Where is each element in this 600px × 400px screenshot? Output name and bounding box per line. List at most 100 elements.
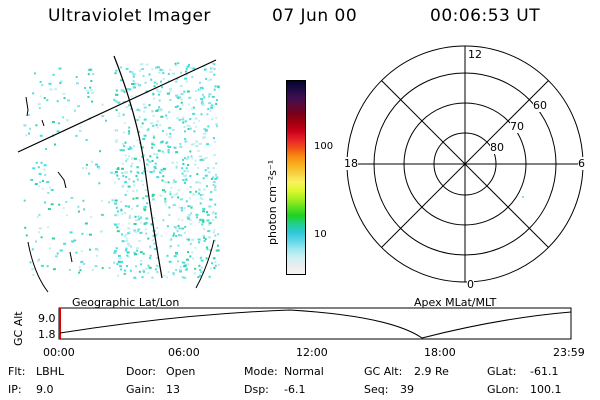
emission-pixel (192, 143, 195, 146)
emission-pixel (125, 249, 127, 252)
emission-pixel (186, 170, 189, 173)
emission-pixel (128, 104, 132, 107)
emission-pixel (132, 180, 135, 183)
polar-plot (346, 45, 584, 283)
emission-pixel (132, 197, 135, 200)
emission-pixel (156, 265, 159, 267)
emission-pixel (188, 219, 192, 222)
emission-pixel (127, 89, 130, 92)
emission-pixel (120, 66, 123, 69)
emission-pixel (156, 66, 160, 69)
emission-pixel (127, 185, 131, 188)
emission-pixel (153, 242, 156, 245)
emission-pixel (197, 166, 200, 169)
emission-pixel (172, 181, 175, 184)
emission-pixel (99, 230, 103, 233)
emission-pixel (115, 139, 118, 142)
emission-pixel (172, 179, 175, 182)
emission-pixel (184, 225, 187, 228)
emission-pixel (43, 164, 47, 167)
emission-pixel (128, 155, 131, 158)
emission-pixel (181, 261, 184, 264)
emission-pixel (38, 231, 40, 234)
emission-pixel (206, 219, 210, 222)
emission-pixel (119, 79, 123, 82)
emission-pixel (131, 71, 134, 74)
emission-pixel (25, 234, 28, 237)
emission-pixel (162, 77, 165, 80)
emission-pixel (101, 267, 104, 270)
limb-arc-right (195, 239, 215, 289)
emission-pixel (126, 237, 128, 240)
emission-pixel (138, 240, 142, 242)
emission-pixel (25, 134, 28, 137)
emission-pixel (194, 117, 198, 120)
emission-pixel (40, 264, 44, 267)
emission-pixel (40, 236, 43, 239)
emission-pixel (206, 113, 209, 116)
emission-pixel (139, 216, 142, 219)
emission-pixel (199, 182, 202, 185)
emission-pixel (80, 250, 83, 253)
emission-pixel (149, 171, 153, 173)
emission-pixel (115, 93, 119, 96)
emission-pixel (168, 136, 172, 139)
emission-pixel (114, 100, 118, 103)
emission-pixel (199, 81, 201, 84)
emission-pixel (66, 119, 69, 122)
emission-pixel (29, 261, 32, 264)
emission-pixel (172, 234, 175, 237)
emission-pixel (172, 195, 175, 198)
emission-pixel (179, 198, 183, 201)
emission-pixel (133, 82, 136, 85)
emission-pixel (87, 91, 90, 94)
emission-pixel (204, 174, 208, 177)
emission-pixel (76, 82, 79, 85)
emission-pixel (169, 90, 172, 93)
emission-pixel (182, 121, 185, 124)
emission-pixel (158, 171, 161, 174)
emission-pixel (147, 164, 150, 167)
emission-pixel (179, 143, 182, 145)
emission-pixel (75, 251, 78, 254)
emission-pixel (116, 263, 119, 265)
emission-pixel (117, 167, 120, 169)
time-axis-tick: 18:00 (424, 346, 456, 359)
emission-pixel (128, 216, 131, 219)
emission-pixel (203, 132, 207, 135)
emission-pixel (202, 104, 205, 107)
emission-pixel (180, 101, 183, 104)
emission-pixel (66, 214, 68, 217)
emission-pixel (138, 270, 141, 273)
emission-pixel (132, 73, 136, 76)
emission-pixel (185, 174, 188, 177)
emission-pixel (134, 231, 137, 234)
emission-pixel (128, 222, 131, 225)
emission-pixel (178, 268, 182, 271)
emission-pixel (62, 207, 65, 210)
emission-pixel (141, 122, 144, 125)
emission-pixel (190, 205, 193, 208)
emission-pixel (143, 270, 146, 273)
mlt-label-18: 18 (344, 157, 358, 170)
emission-pixel (201, 223, 204, 226)
emission-pixel (51, 121, 55, 124)
emission-pixel (167, 181, 170, 184)
longitude-line (113, 55, 163, 279)
emission-pixel (165, 133, 168, 136)
emission-pixel (126, 265, 128, 267)
emission-pixel (115, 206, 118, 209)
emission-pixel (116, 168, 120, 171)
emission-pixel (149, 246, 152, 249)
glon-key: GLon: (487, 383, 519, 396)
emission-pixel (113, 250, 117, 253)
emission-pixel (142, 197, 145, 200)
emission-pixel (67, 99, 70, 102)
emission-pixel (186, 263, 190, 266)
emission-pixel (101, 103, 104, 106)
emission-pixel (124, 205, 127, 208)
emission-pixel (143, 110, 146, 113)
emission-pixel (154, 234, 157, 237)
door-key: Door: (126, 365, 156, 378)
emission-pixel (35, 124, 38, 127)
